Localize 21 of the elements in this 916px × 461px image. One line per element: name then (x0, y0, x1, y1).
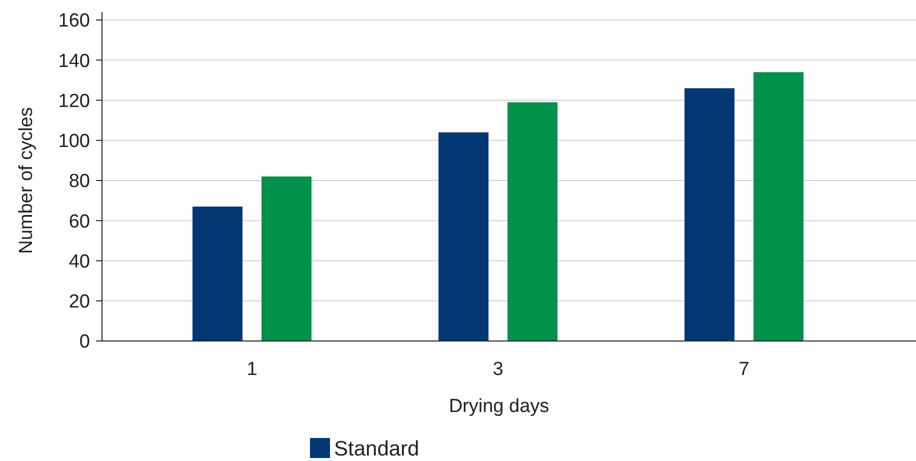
y-tick-label: 20 (68, 292, 90, 313)
bar (508, 102, 558, 341)
y-tick-label: 100 (58, 131, 90, 152)
bar (684, 88, 734, 341)
bar (754, 72, 804, 341)
y-tick-label: 40 (68, 251, 90, 272)
bar (438, 132, 488, 341)
y-tick-label: 140 (58, 50, 90, 72)
y-tick-label: 80 (68, 171, 90, 192)
x-axis-title: Drying days (448, 396, 550, 417)
bar (262, 176, 312, 341)
y-tick-label: 60 (68, 211, 90, 232)
x-tick-label: 7 (738, 359, 750, 380)
x-tick-label: 3 (492, 359, 504, 380)
y-tick-label: 160 (58, 10, 90, 32)
bar (192, 206, 242, 341)
y-axis-title: Number of cycles (16, 107, 37, 254)
legend-label: Standard (334, 437, 420, 460)
x-tick-label: 1 (246, 359, 258, 380)
y-tick-label: 0 (79, 332, 90, 353)
y-tick-label: 120 (58, 90, 90, 112)
